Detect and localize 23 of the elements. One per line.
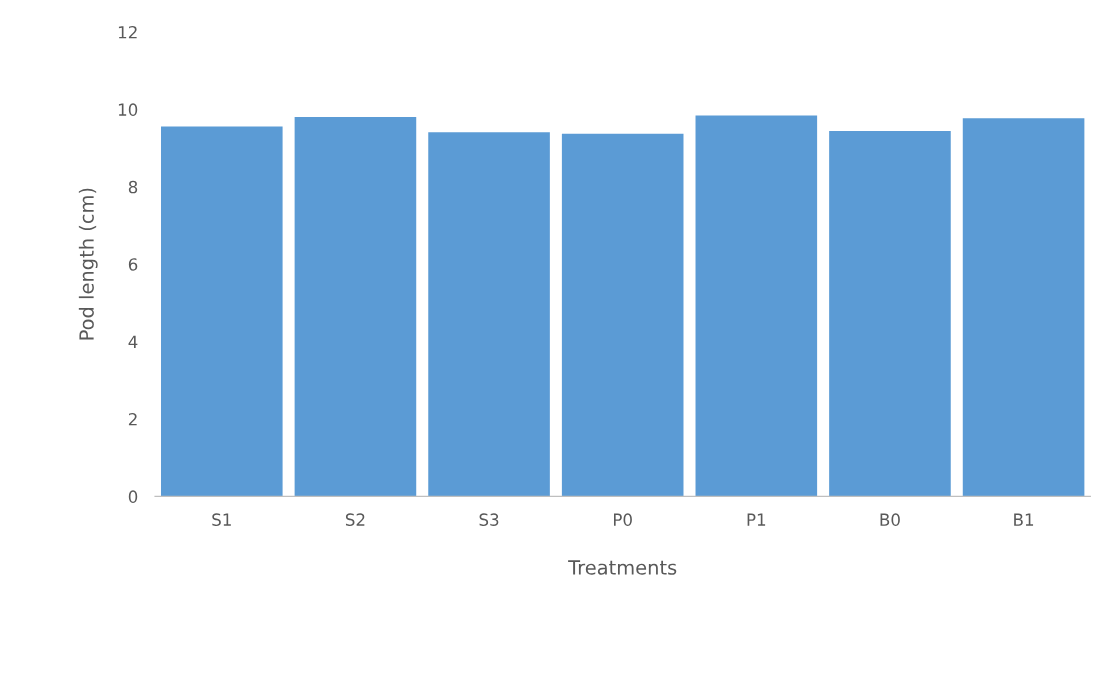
bar	[829, 131, 951, 497]
y-axis-title: Pod length (cm)	[78, 188, 98, 340]
x-tick-label: P0	[614, 513, 632, 526]
y-tick-label: 10	[118, 103, 138, 116]
bar	[428, 132, 550, 497]
bar	[160, 126, 283, 497]
bar	[695, 115, 818, 497]
x-tick-label: S3	[479, 513, 499, 526]
y-tick-label: 2	[128, 412, 137, 426]
bar	[294, 117, 417, 497]
bar	[561, 133, 684, 497]
bar	[962, 118, 1085, 497]
y-tick-label: 12	[118, 25, 137, 39]
y-tick-label: 4	[128, 335, 138, 348]
x-axis-title: Treatments	[568, 560, 677, 575]
x-tick-label: B0	[880, 513, 900, 526]
x-tick-label: B1	[1014, 513, 1034, 526]
y-tick-label: 8	[128, 180, 138, 194]
x-tick-label: S2	[345, 513, 365, 526]
x-tick-label: P1	[747, 513, 766, 526]
y-tick-label: 6	[128, 258, 138, 271]
x-tick-label: S1	[212, 513, 231, 526]
y-tick-label: 0	[128, 490, 138, 503]
